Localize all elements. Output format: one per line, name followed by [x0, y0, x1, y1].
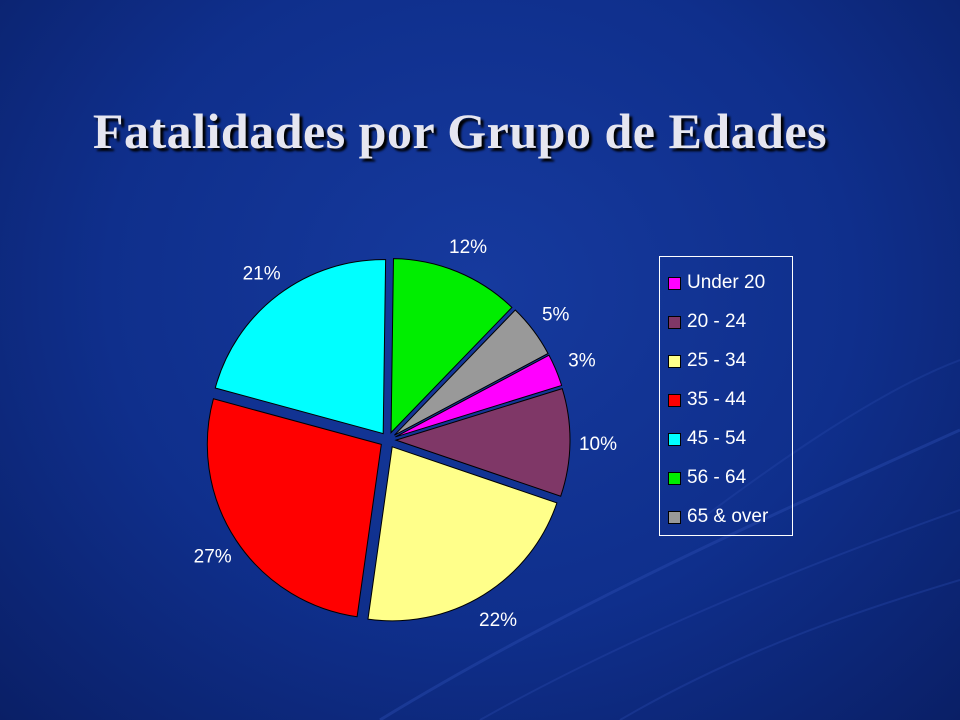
data-label: 10% [579, 434, 617, 455]
pie-slice-35-44 [206, 398, 382, 618]
pie-slice-56-64 [390, 258, 513, 434]
pie-slice-45-54 [214, 259, 387, 435]
legend-swatch [668, 354, 681, 368]
legend-swatch [668, 510, 681, 524]
slide-title: Fatalidades por Grupo de Edades [92, 103, 828, 159]
legend-item: 65 & over [668, 505, 768, 529]
legend-label: 56 - 64 [687, 467, 747, 488]
legend-swatch [668, 432, 681, 446]
legend-label: Under 20 [687, 272, 766, 293]
legend-swatch [668, 315, 681, 329]
legend-swatch [668, 393, 681, 407]
legend-label: 20 - 24 [687, 311, 747, 332]
legend-label: 45 - 54 [687, 428, 747, 449]
pie-slice-65-over [394, 309, 549, 436]
pie-slice-20-24 [394, 388, 571, 497]
legend-item: 25 - 34 [668, 349, 746, 373]
legend-label: 25 - 34 [687, 350, 747, 371]
pie-slice-25-34 [367, 446, 558, 622]
legend-item: 35 - 44 [668, 388, 746, 412]
data-label: 27% [194, 547, 232, 568]
legend-item: 45 - 54 [668, 427, 746, 451]
data-label: 22% [479, 610, 517, 631]
pie-slice-under-20 [395, 354, 563, 438]
legend-item: Under 20 [668, 271, 765, 295]
legend-swatch [668, 276, 681, 290]
legend-label: 35 - 44 [687, 389, 747, 410]
chart-legend: Under 20 20 - 24 25 - 34 35 - 44 45 - 54 56 -… [659, 256, 793, 536]
data-label: 3% [568, 350, 596, 371]
data-label: 21% [243, 263, 281, 284]
data-label: 5% [542, 305, 570, 326]
data-label: 12% [449, 237, 487, 258]
legend-item: 56 - 64 [668, 466, 746, 490]
legend-label: 65 & over [687, 506, 769, 527]
legend-item: 20 - 24 [668, 310, 746, 334]
legend-swatch [668, 471, 681, 485]
